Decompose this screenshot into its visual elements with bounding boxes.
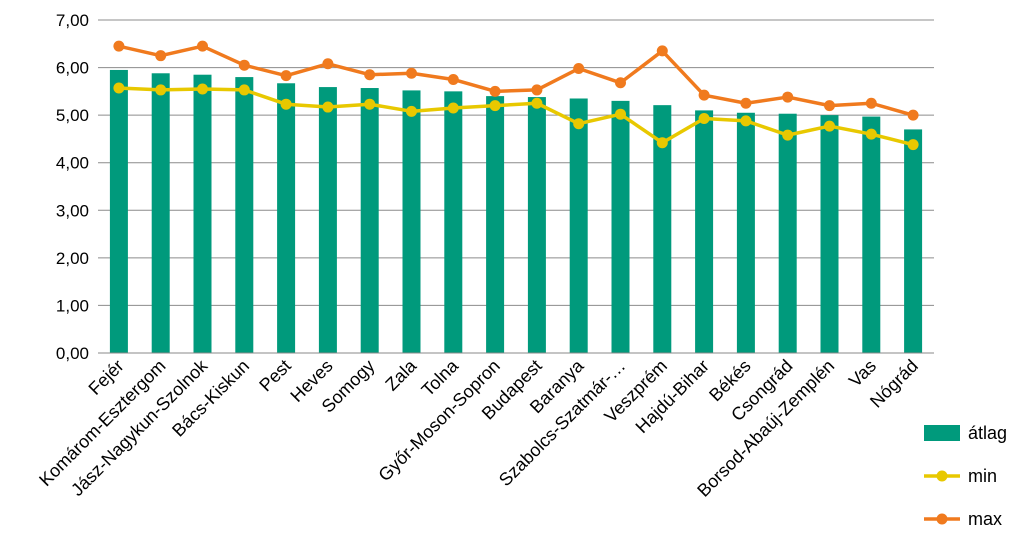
point-max: [113, 40, 125, 52]
y-tick-label: 6,00: [56, 59, 89, 78]
point-max: [322, 58, 334, 70]
bar-atlag: [235, 77, 254, 353]
x-category-label: Zala: [381, 355, 421, 395]
point-max: [238, 59, 250, 71]
bar-atlag: [653, 105, 672, 353]
point-max: [447, 73, 459, 85]
point-min: [155, 84, 167, 96]
bar-atlag: [862, 116, 881, 353]
legend-marker-max: [936, 513, 948, 525]
point-min: [698, 112, 710, 124]
legend-label-min: min: [968, 466, 997, 486]
bar-atlag: [695, 110, 714, 353]
point-max: [907, 109, 919, 121]
point-min: [573, 118, 585, 130]
point-max: [573, 63, 585, 75]
x-category-label: Nógrád: [866, 356, 922, 412]
bar-atlag: [820, 115, 839, 354]
bar-series-atlag: [109, 69, 923, 354]
bar-atlag: [904, 129, 923, 353]
legend: átlag min max: [924, 423, 1007, 529]
point-max: [782, 91, 794, 103]
x-category-label: Vas: [845, 356, 880, 391]
y-tick-label: 5,00: [56, 106, 89, 125]
y-tick-label: 0,00: [56, 344, 89, 363]
point-min: [740, 115, 752, 127]
bar-atlag: [527, 97, 546, 354]
point-min: [656, 137, 668, 149]
bar-atlag: [193, 74, 212, 353]
gridlines: [98, 19, 934, 306]
point-min: [531, 97, 543, 109]
point-min: [238, 84, 250, 96]
point-min: [865, 128, 877, 140]
point-min: [113, 82, 125, 94]
y-tick-label: 2,00: [56, 249, 89, 268]
legend-label-max: max: [968, 509, 1002, 529]
point-min: [615, 108, 626, 120]
point-max: [280, 70, 292, 82]
line-max: [118, 44, 914, 117]
point-max: [364, 69, 376, 81]
bar-atlag: [444, 91, 463, 353]
bar-atlag: [778, 113, 797, 353]
point-min: [907, 139, 919, 151]
point-max: [656, 45, 668, 57]
bar-atlag: [569, 98, 588, 353]
point-min: [447, 102, 459, 114]
legend-marker-min: [936, 470, 948, 482]
legend-label-átlag: átlag: [968, 423, 1007, 443]
line-series: [113, 40, 919, 151]
y-tick-label: 1,00: [56, 296, 89, 315]
bar-atlag: [486, 96, 505, 353]
point-max: [698, 89, 710, 101]
point-min: [197, 83, 208, 95]
point-min: [824, 120, 835, 132]
bar-atlag: [736, 112, 755, 353]
y-tick-label: 7,00: [56, 11, 89, 30]
line-min: [118, 86, 914, 147]
bar-atlag: [277, 83, 296, 354]
point-max: [865, 97, 877, 109]
point-min: [489, 100, 501, 112]
point-max: [155, 50, 167, 62]
point-max: [197, 40, 208, 52]
x-axis-category-labels: FejérKomárom-EsztergomJász-Nagykun-Szoln…: [35, 355, 922, 501]
bar-atlag: [611, 100, 630, 353]
point-max: [740, 97, 752, 109]
bar-atlag: [318, 87, 337, 353]
point-max: [615, 77, 626, 89]
y-tick-label: 4,00: [56, 154, 89, 173]
point-min: [364, 98, 376, 110]
bar-atlag: [402, 90, 421, 354]
bar-atlag: [151, 73, 170, 353]
point-max: [824, 100, 835, 112]
y-tick-label: 3,00: [56, 201, 89, 220]
legend-swatch-átlag: [924, 425, 960, 441]
point-min: [406, 105, 417, 117]
bar-atlag: [109, 69, 128, 353]
point-max: [531, 84, 543, 96]
point-min: [280, 98, 292, 110]
bar-atlag: [360, 88, 379, 353]
point-min: [322, 101, 334, 113]
point-max: [489, 85, 501, 97]
point-max: [406, 67, 417, 79]
y-axis-tick-labels: 0,00 1,00 2,00 3,00 4,00 5,00 6,00 7,00: [56, 11, 89, 363]
point-min: [782, 129, 794, 141]
